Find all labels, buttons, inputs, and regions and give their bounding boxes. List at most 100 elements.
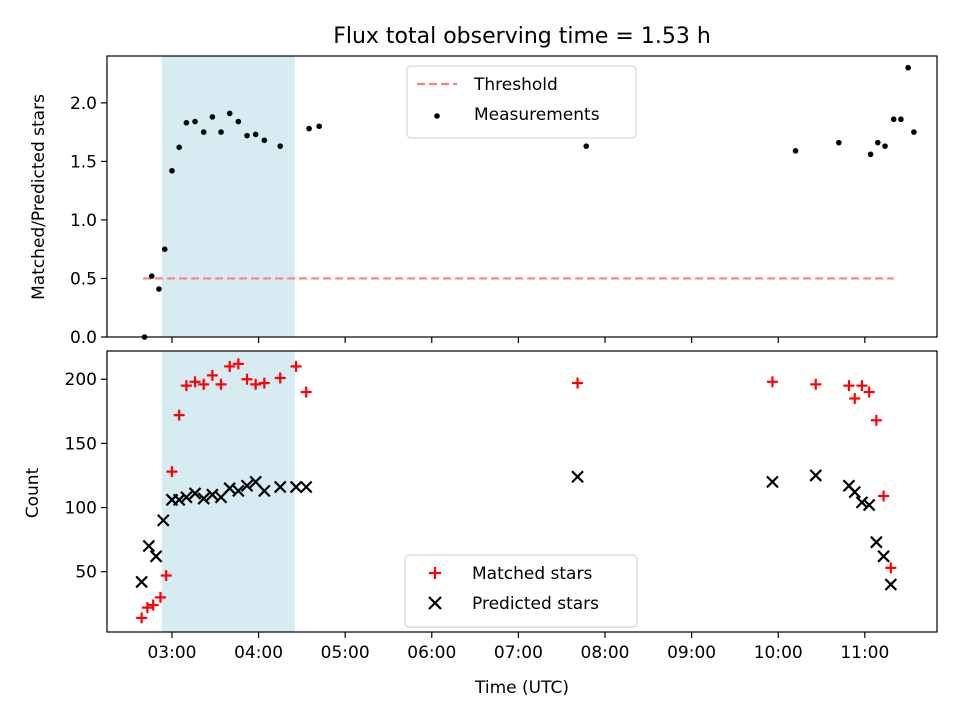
- y-tick-label: 1.5: [70, 152, 97, 172]
- y-tick-label: 1.0: [70, 211, 97, 231]
- matched-star-marker: [258, 377, 270, 389]
- bottom-panel: 50 100 150 200 03:00 04:00 05:00 06:00 07:00 08:0…: [65, 350, 938, 663]
- x-tick-label: 08:00: [581, 643, 630, 663]
- matched-star-marker: [863, 386, 875, 398]
- matched-star-marker: [173, 409, 185, 421]
- predicted-star-marker: [766, 475, 779, 489]
- matched-star-marker: [870, 414, 882, 426]
- predicted-star-marker: [223, 482, 236, 495]
- measurement-point: [882, 143, 888, 149]
- x-tick-label: 11:00: [840, 643, 889, 663]
- matched-star-marker: [232, 358, 244, 370]
- legend-measurement-swatch: [434, 113, 440, 119]
- predicted-star-marker: [884, 578, 898, 591]
- matched-star-marker: [166, 466, 178, 478]
- legend-predicted-swatch: [428, 596, 442, 610]
- matched-star-marker: [274, 372, 286, 384]
- matched-star-marker: [300, 386, 312, 398]
- predicted-star-marker: [862, 498, 876, 512]
- x-tick-label: 05:00: [321, 643, 370, 663]
- predicted-star-marker: [809, 469, 823, 482]
- matched-star-marker: [766, 376, 778, 388]
- y-tick-label: 0.5: [70, 269, 97, 289]
- measurement-point: [277, 143, 284, 149]
- predicted-star-marker: [240, 479, 254, 493]
- y-tick-label: 50: [75, 563, 97, 583]
- measurement-point: [200, 129, 207, 135]
- predicted-star-marker: [142, 539, 156, 553]
- measurement-point: [306, 125, 312, 132]
- measurement-point: [226, 110, 233, 117]
- matched-star-marker: [141, 602, 153, 614]
- legend: Matched stars Predicted stars: [404, 554, 638, 628]
- series-1: [135, 469, 898, 591]
- plot-frame: [106, 350, 938, 633]
- measurement-point: [209, 114, 216, 120]
- measurement-point: [161, 246, 168, 252]
- measurement-point: [192, 118, 198, 125]
- legend-label: Measurements: [474, 105, 600, 125]
- x-axis-label: Time (UTC): [474, 678, 569, 698]
- x-tick-label: 03:00: [147, 643, 196, 663]
- predicted-star-marker: [232, 484, 245, 498]
- matched-star-marker: [136, 612, 148, 624]
- legend-matched-swatch: [429, 567, 441, 579]
- y-tick-label: 150: [65, 434, 97, 454]
- x-tick-label: 06:00: [407, 643, 456, 663]
- measurement-point: [583, 143, 590, 149]
- predicted-star-marker: [206, 488, 219, 501]
- y-tick-label: 2.0: [70, 94, 97, 114]
- predicted-star-marker: [258, 484, 271, 498]
- matched-star-marker: [810, 378, 822, 390]
- measurement-point: [244, 132, 250, 139]
- series-1: [141, 64, 917, 340]
- matched-star-marker: [160, 570, 172, 582]
- x-tick-label: 04:00: [234, 643, 283, 663]
- predicted-star-marker: [848, 485, 861, 499]
- measurement-point: [836, 139, 842, 146]
- legend-box: [406, 65, 637, 139]
- measurement-point: [867, 151, 874, 158]
- predicted-star-marker: [273, 480, 287, 494]
- observing-span: [161, 351, 295, 632]
- x-tick-label: 07:00: [494, 643, 543, 663]
- matched-star-marker: [885, 562, 897, 574]
- matched-star-marker: [198, 378, 210, 390]
- legend-label: Matched stars: [472, 564, 592, 584]
- legend-label: Threshold: [473, 75, 558, 95]
- measurement-point: [218, 129, 224, 135]
- measurement-point: [792, 148, 799, 154]
- measurement-point: [875, 139, 881, 146]
- measurement-point: [890, 116, 897, 123]
- legend: Threshold Measurements: [406, 65, 637, 139]
- legend-label: Predicted stars: [472, 594, 599, 614]
- predicted-star-marker: [188, 487, 202, 500]
- measurement-point: [898, 116, 904, 123]
- y-tick-label: 100: [65, 499, 97, 519]
- matched-star-marker: [849, 392, 861, 404]
- matched-star-marker: [856, 380, 868, 392]
- matched-star-marker: [241, 373, 253, 385]
- matched-star-marker: [206, 369, 218, 381]
- matched-star-marker: [154, 591, 166, 603]
- matched-star-marker: [843, 380, 855, 392]
- matched-star-marker: [147, 599, 159, 611]
- top-panel: 0.0 0.5 1.0 1.5 2.0 Threshold Measurements: [70, 55, 938, 348]
- measurement-point: [261, 137, 268, 144]
- y-tick-label: 200: [65, 370, 97, 390]
- measurement-point: [905, 64, 911, 71]
- y-tick-label: 0.0: [70, 328, 97, 348]
- measurement-point: [316, 123, 322, 130]
- measurement-point: [169, 167, 175, 174]
- matched-star-marker: [290, 360, 302, 372]
- measurement-point: [235, 118, 242, 125]
- legend-box: [404, 554, 638, 628]
- predicted-star-marker: [289, 480, 303, 494]
- matched-star-marker: [224, 360, 236, 372]
- x-tick-label: 10:00: [754, 643, 803, 663]
- predicted-star-marker: [180, 490, 193, 504]
- predicted-star-marker: [870, 535, 883, 549]
- measurement-point: [252, 131, 259, 138]
- predicted-star-marker: [149, 550, 163, 563]
